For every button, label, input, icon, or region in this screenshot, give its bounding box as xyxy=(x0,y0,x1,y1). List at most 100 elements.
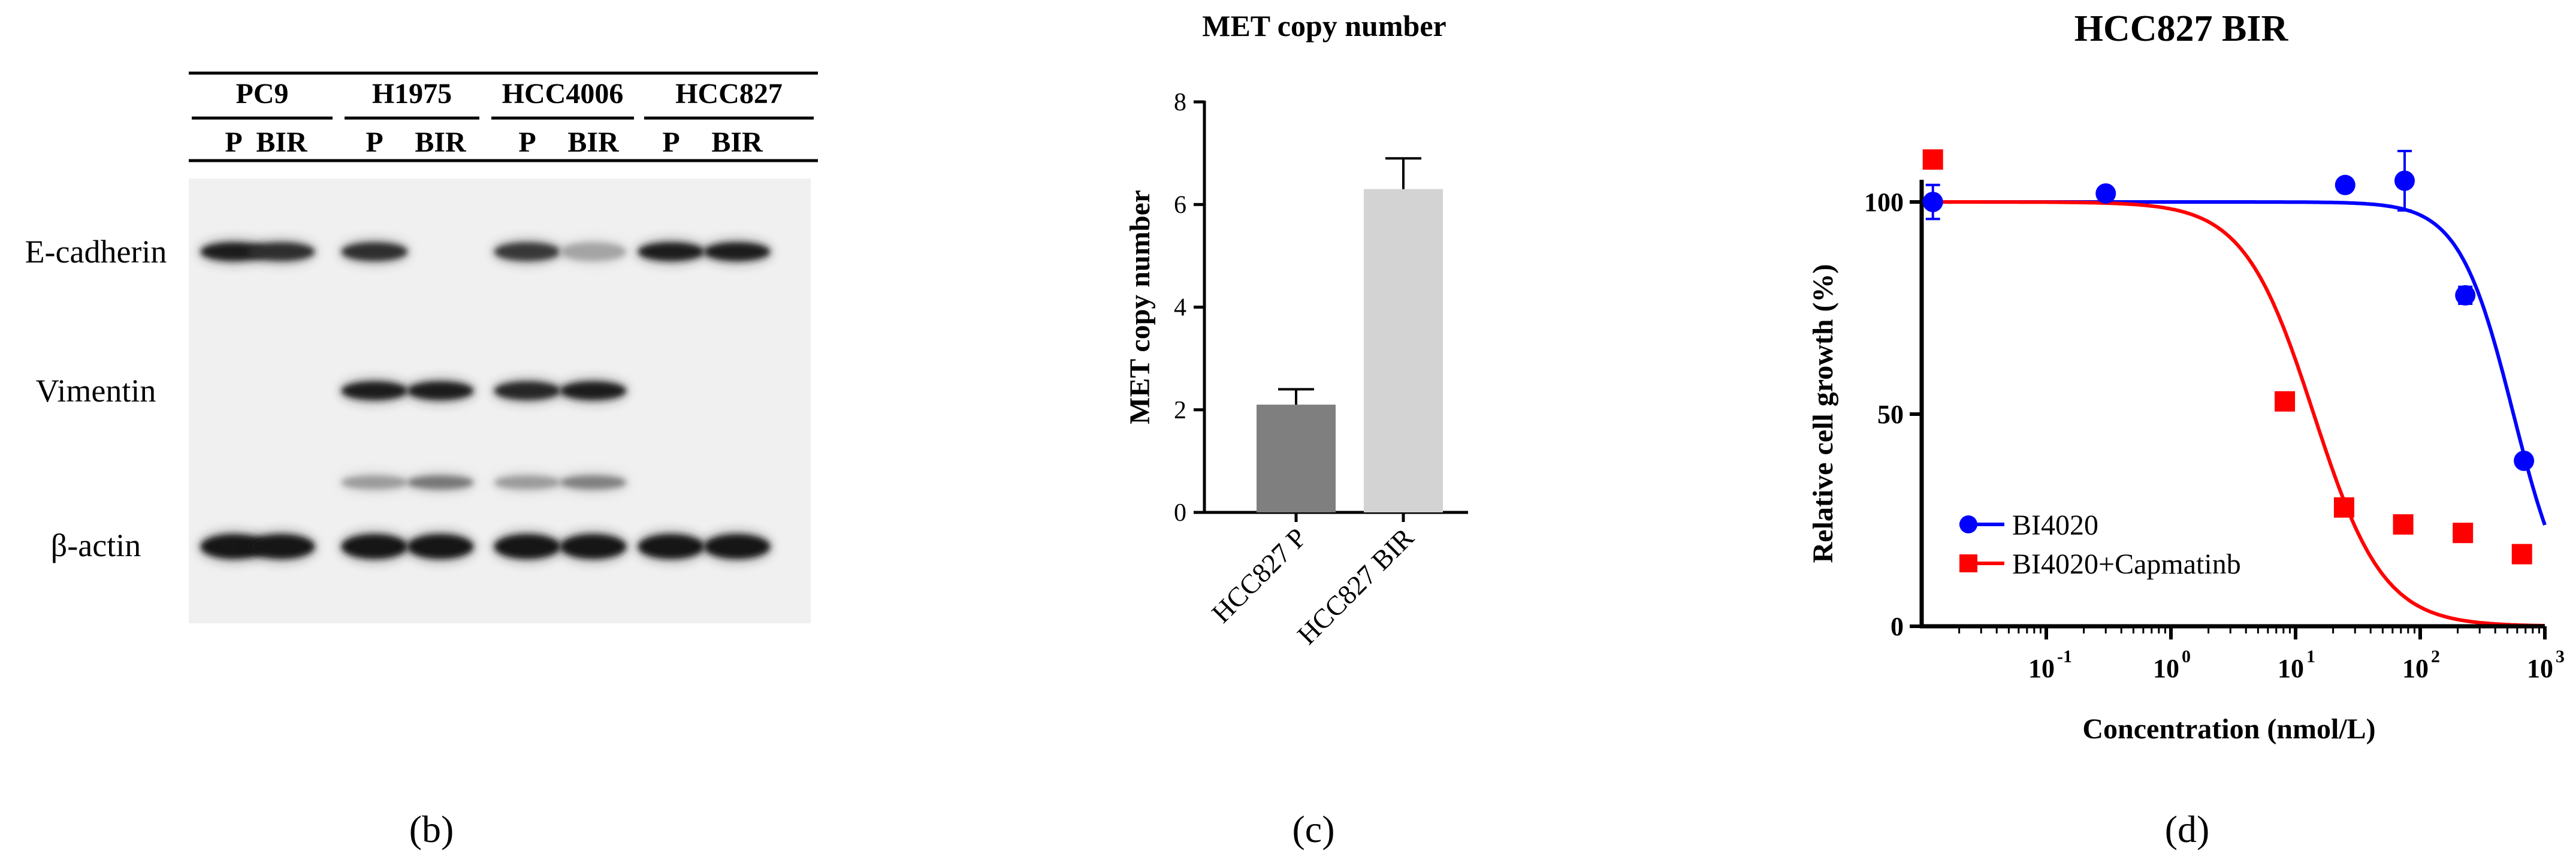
band xyxy=(560,476,626,489)
dr-y-tick-label: 50 xyxy=(1877,400,1904,429)
data-point-square xyxy=(2393,514,2414,535)
dr-x-tick-base: 10 xyxy=(2278,654,2304,683)
dose-response-points xyxy=(1922,149,2535,565)
band xyxy=(494,243,560,261)
protein-label: Vimentin xyxy=(36,373,156,409)
cell-line-label: HCC827 xyxy=(675,78,783,110)
data-point-square xyxy=(2453,523,2474,544)
cell-line-label: HCC4006 xyxy=(502,78,624,110)
bar xyxy=(1364,189,1443,512)
lane-label: BIR xyxy=(415,126,467,158)
lane-label: BIR xyxy=(711,126,763,158)
dr-x-tick-label: 10 3 xyxy=(2527,647,2565,683)
data-point-square xyxy=(2275,391,2296,412)
dr-x-tick-exponent: 1 xyxy=(2306,647,2315,666)
cell-line-label: H1975 xyxy=(372,78,452,110)
band xyxy=(407,382,473,400)
dr-x-tick-base: 10 xyxy=(2402,654,2429,683)
data-point-circle xyxy=(2514,450,2535,471)
bar-y-tick-label: 4 xyxy=(1174,294,1186,322)
bar-y-tick-label: 8 xyxy=(1174,89,1186,116)
dr-x-tick-exponent: -1 xyxy=(2057,647,2072,666)
protein-label: E-cadherin xyxy=(25,234,167,270)
panel-label-d: (d) xyxy=(2165,808,2210,850)
blot-header: PC9 H1975 HCC4006 HCC827 P BIR P BIR P BIR P BIR xyxy=(189,71,818,162)
data-point-circle xyxy=(2095,183,2116,204)
band xyxy=(249,243,315,261)
bar-y-tick-label: 0 xyxy=(1174,499,1186,527)
band xyxy=(249,535,315,559)
bar-y-axis-label: MET copy number xyxy=(1124,190,1156,424)
blot-bands xyxy=(199,239,772,562)
band xyxy=(407,535,473,559)
band xyxy=(638,535,704,559)
band xyxy=(560,535,626,559)
lane-label: BIR xyxy=(567,126,620,158)
bar-y-tick-label: 2 xyxy=(1174,397,1186,424)
band xyxy=(494,382,560,400)
dr-y-tick-label: 100 xyxy=(1864,188,1904,217)
panel-label-b: (b) xyxy=(409,808,454,850)
legend-entry: BI4020 xyxy=(2012,509,2098,541)
band xyxy=(342,535,407,559)
bar-chart-title: MET copy number xyxy=(1202,9,1446,43)
dr-x-tick-label: 10 -1 xyxy=(2028,647,2072,683)
band xyxy=(342,476,407,489)
dr-x-tick-label: 10 2 xyxy=(2402,647,2440,683)
dr-y-axis-label: Relative cell growth (%) xyxy=(1807,264,1839,563)
protein-label: β-actin xyxy=(51,527,141,563)
dr-x-tick-exponent: 2 xyxy=(2431,647,2440,666)
dr-y-tick-label: 0 xyxy=(1891,612,1904,641)
data-point-circle xyxy=(2455,285,2476,306)
data-point-circle xyxy=(2394,170,2415,191)
dr-x-tick-label: 10 1 xyxy=(2278,647,2315,683)
band xyxy=(704,535,770,559)
band xyxy=(494,535,560,559)
lane-label: P xyxy=(518,126,536,158)
dr-x-tick-label: 10 0 xyxy=(2153,647,2191,683)
lane-label: P xyxy=(662,126,680,158)
bar-y-tick-label: 6 xyxy=(1174,191,1186,219)
fit-curve xyxy=(1922,200,2547,526)
legend-marker xyxy=(1959,515,1977,533)
data-point-square xyxy=(2511,544,2532,565)
band xyxy=(560,382,626,400)
band xyxy=(704,243,770,261)
legend-marker xyxy=(1959,554,1977,572)
fit-curve xyxy=(1922,200,2545,628)
data-point-circle xyxy=(1922,192,1943,212)
dr-x-tick-exponent: 0 xyxy=(2182,647,2191,666)
band xyxy=(407,476,473,489)
dr-x-tick-exponent: 3 xyxy=(2556,647,2565,666)
cell-line-label: PC9 xyxy=(236,78,289,110)
panel-label-c: (c) xyxy=(1292,808,1334,850)
band xyxy=(494,476,560,489)
bar-x-tick-label: HCC827 BIR xyxy=(1291,522,1420,650)
dose-response-curves xyxy=(1922,200,2547,628)
dr-x-tick-base: 10 xyxy=(2527,654,2553,683)
lane-label: P xyxy=(225,126,242,158)
band xyxy=(342,382,407,400)
dr-x-tick-base: 10 xyxy=(2028,654,2055,683)
bar-x-tick-label: HCC827 P xyxy=(1206,522,1312,629)
dr-x-tick-base: 10 xyxy=(2153,654,2179,683)
dose-response-title: HCC827 BIR xyxy=(2074,8,2289,49)
western-blot-panel: PC9 H1975 HCC4006 HCC827 P BIR P BIR P BIR P BIR E-… xyxy=(25,71,818,623)
lane-label: P xyxy=(366,126,383,158)
bar-chart-marks xyxy=(1257,157,1443,512)
protein-labels: E-cadherin Vimentin β-actin xyxy=(25,234,167,563)
lane-label: BIR xyxy=(256,126,308,158)
data-point-circle xyxy=(2335,174,2355,195)
band xyxy=(560,243,626,261)
dr-x-axis-label: Concentration (nmol/L) xyxy=(2082,713,2375,745)
band xyxy=(638,243,704,261)
bar xyxy=(1257,405,1336,512)
data-point-square xyxy=(1922,149,1943,170)
band xyxy=(342,243,407,261)
legend-entry: BI4020+Capmatinb xyxy=(2012,548,2241,580)
data-point-square xyxy=(2333,497,2354,518)
dose-response-legend: BI4020 BI4020+Capmatinb xyxy=(1959,509,2241,580)
